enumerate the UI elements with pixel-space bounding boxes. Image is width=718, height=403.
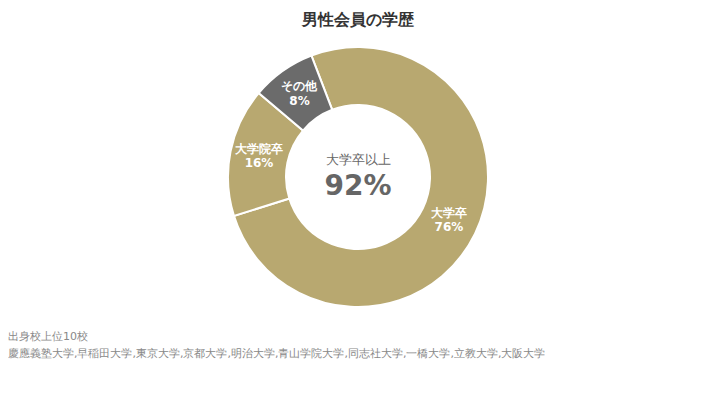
- html-text:大学卒以上: 大学卒以上: [325, 152, 391, 167]
- html-text:出身校上位10校: 出身校上位10校: [8, 330, 88, 343]
- svg-text:その他8%: その他8%: [281, 79, 318, 107]
- svg-text:大学卒76%: 大学卒76%: [431, 206, 467, 234]
- html-text:慶應義塾大学,早稲田大学,東京大学,京都大学,明治大学,青山: 慶應義塾大学,早稲田大学,東京大学,京都大学,明治大学,青山学院大学,同志社大学…: [8, 347, 546, 360]
- html-text:92%: 92%: [324, 169, 392, 202]
- svg-text:大学院卒16%: 大学院卒16%: [235, 142, 283, 170]
- html-text:男性会員の学歴: 男性会員の学歴: [302, 10, 414, 29]
